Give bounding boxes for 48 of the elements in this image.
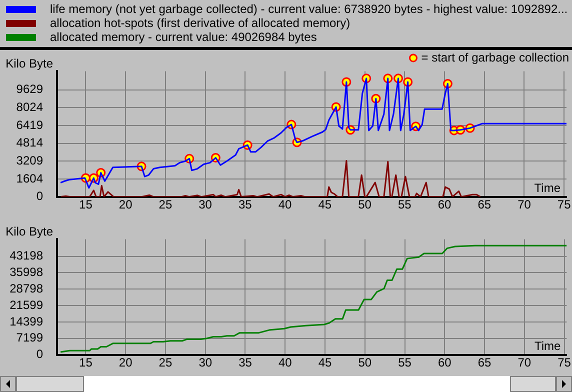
y-tick-label: 35998 <box>10 265 44 280</box>
x-tick-label: 65 <box>478 197 492 212</box>
y-tick-label: 43198 <box>10 248 44 263</box>
x-tick-label: 55 <box>398 197 412 212</box>
x-tick-label: 50 <box>358 355 372 370</box>
x-tick-label: 60 <box>438 197 452 212</box>
x-tick-label: 75 <box>557 197 572 212</box>
x-tick-label: 15 <box>79 355 93 370</box>
y-tick-label: 3209 <box>16 153 44 168</box>
x-tick-label: 25 <box>158 355 172 370</box>
x-tick-label: 20 <box>118 197 133 212</box>
x-tick-label: 30 <box>198 197 212 212</box>
x-tick-label: 35 <box>238 355 252 370</box>
y-axis-title: Kilo Byte <box>6 56 54 71</box>
x-tick-label: 15 <box>79 197 93 212</box>
legend-label: = start of garbage collection <box>421 50 569 64</box>
x-tick-label: 25 <box>158 197 172 212</box>
legend-label: life memory (not yet garbage collected) - current value: 6738920 bytes - highest value: 1092892... <box>50 2 568 16</box>
x-tick-label: 70 <box>518 197 532 212</box>
x-tick-label: 60 <box>438 355 452 370</box>
x-axis-title: Time <box>534 181 561 196</box>
y-tick-label: 9629 <box>16 82 44 96</box>
x-tick-label: 65 <box>478 355 492 370</box>
legend-label: allocation hot-spots (first derivative of allocated memory) <box>50 16 350 30</box>
x-tick-label: 40 <box>278 197 292 212</box>
legend-label: allocated memory - current value: 49026984 bytes <box>50 30 317 44</box>
y-tick-label: 7199 <box>16 330 44 345</box>
x-tick-label: 20 <box>118 355 133 370</box>
y-tick-label: 6419 <box>16 118 44 132</box>
y-tick-label: 8024 <box>16 100 44 114</box>
y-tick-label: 14399 <box>10 314 44 328</box>
y-tick-label: 21599 <box>10 298 44 312</box>
x-axis-title: Time <box>534 339 562 354</box>
y-axis-title: Kilo Byte <box>6 224 54 239</box>
x-tick-label: 70 <box>518 355 532 370</box>
x-tick-label: 75 <box>558 355 572 370</box>
y-tick-label: 4814 <box>16 136 44 150</box>
y-tick-label: 28798 <box>10 281 44 296</box>
y-tick-label: 0 <box>36 189 44 204</box>
y-tick-label: 1604 <box>16 171 44 186</box>
x-tick-label: 45 <box>318 197 332 212</box>
x-tick-label: 55 <box>398 355 412 370</box>
x-tick-label: 30 <box>198 355 212 370</box>
x-tick-label: 45 <box>318 355 332 370</box>
x-tick-label: 40 <box>278 355 292 370</box>
x-tick-label: 35 <box>238 197 252 212</box>
x-tick-label: 50 <box>358 197 372 212</box>
y-tick-label: 0 <box>36 347 44 362</box>
